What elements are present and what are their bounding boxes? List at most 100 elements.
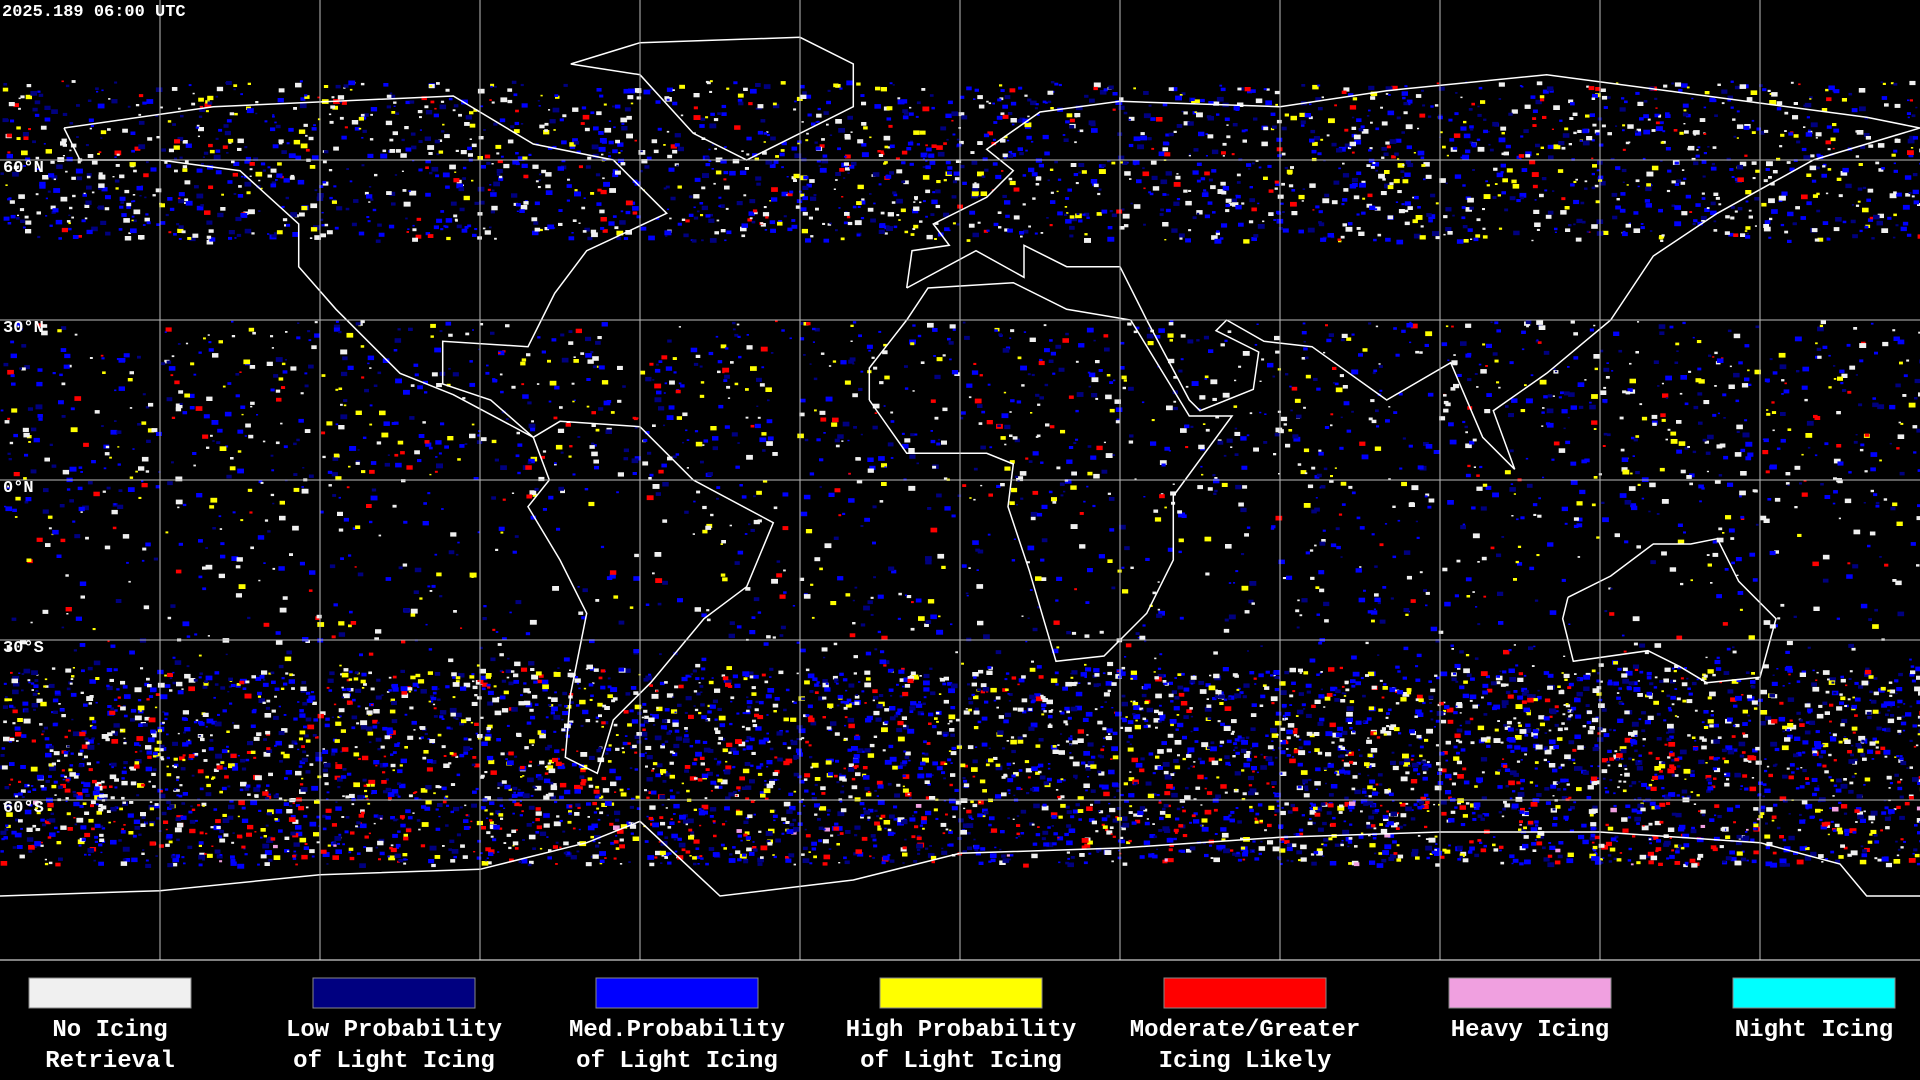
icing-pixel <box>723 769 726 772</box>
icing-pixel <box>244 693 252 699</box>
icing-pixel <box>86 762 91 766</box>
icing-pixel <box>1343 762 1350 767</box>
icing-pixel <box>1228 764 1231 766</box>
icing-pixel <box>69 764 74 767</box>
icing-pixel <box>1343 820 1347 823</box>
icing-pixel <box>1796 711 1801 715</box>
icing-pixel <box>766 714 769 716</box>
icing-pixel <box>95 781 102 787</box>
icing-pixel <box>1345 773 1348 775</box>
icing-pixel <box>1521 692 1527 696</box>
icing-pixel <box>783 801 791 807</box>
icing-pixel <box>809 690 814 693</box>
icing-pixel <box>745 785 752 790</box>
icing-pixel <box>534 785 542 791</box>
icing-pixel <box>35 807 38 810</box>
icing-pixel <box>716 774 720 777</box>
icing-pixel <box>1552 795 1555 797</box>
icing-pixel <box>763 788 771 794</box>
icing-pixel <box>1115 816 1119 819</box>
icing-pixel <box>725 682 731 687</box>
icing-pixel <box>1782 725 1788 730</box>
icing-pixel <box>1701 738 1707 742</box>
icing-pixel <box>942 731 949 737</box>
icing-pixel <box>1736 678 1742 683</box>
icing-pixel <box>1760 805 1766 809</box>
icing-pixel <box>268 858 273 862</box>
icing-pixel <box>1899 755 1903 758</box>
icing-pixel <box>1349 801 1356 806</box>
icing-pixel <box>99 825 104 828</box>
icing-pixel <box>3 736 10 742</box>
icing-pixel <box>450 712 456 717</box>
icing-pixel <box>1538 834 1544 839</box>
icing-pixel <box>41 730 45 733</box>
icing-pixel <box>60 774 65 778</box>
icing-pixel <box>1543 671 1550 675</box>
icing-pixel <box>456 773 461 777</box>
icing-pixel <box>1366 821 1371 825</box>
icing-pixel <box>719 723 726 728</box>
icing-pixel <box>924 780 930 784</box>
icing-pixel <box>211 845 214 847</box>
icing-pixel <box>198 844 202 847</box>
icing-pixel <box>689 745 694 748</box>
icing-pixel <box>271 680 276 684</box>
icing-pixel <box>1827 833 1830 836</box>
icing-pixel <box>1098 771 1105 776</box>
icing-pixel <box>1804 845 1808 848</box>
icing-pixel <box>1124 799 1129 803</box>
icing-pixel <box>627 742 631 745</box>
icing-pixel <box>521 667 528 672</box>
icing-pixel <box>897 817 905 823</box>
icing-pixel <box>1852 831 1857 834</box>
icing-pixel <box>489 819 493 822</box>
icing-pixel <box>449 727 453 730</box>
icing-pixel <box>1690 770 1695 773</box>
icing-pixel <box>1434 849 1437 851</box>
icing-pixel <box>1690 829 1697 834</box>
icing-pixel <box>167 863 174 868</box>
icing-pixel <box>250 800 258 806</box>
icing-pixel <box>1630 863 1634 866</box>
icing-pixel <box>1453 756 1460 761</box>
icing-pixel <box>1074 777 1078 780</box>
icing-pixel <box>967 846 973 851</box>
icing-pixel <box>598 746 602 750</box>
icing-pixel <box>1659 761 1663 764</box>
icing-pixel <box>1516 781 1521 785</box>
icing-pixel <box>949 829 952 832</box>
icing-pixel <box>1712 767 1717 771</box>
icing-pixel <box>273 855 281 860</box>
icing-pixel <box>1894 756 1897 758</box>
icing-pixel <box>743 859 749 864</box>
icing-pixel <box>1691 826 1695 830</box>
icing-pixel <box>1636 861 1641 865</box>
icing-pixel <box>283 714 287 716</box>
icing-pixel <box>164 674 167 677</box>
icing-pixel <box>435 785 440 789</box>
icing-pixel <box>1852 696 1855 699</box>
icing-pixel <box>1901 715 1905 718</box>
icing-pixel <box>1566 858 1574 864</box>
icing-pixel <box>95 803 99 806</box>
icing-pixel <box>1139 806 1146 810</box>
icing-pixel <box>667 826 672 829</box>
icing-pixel <box>811 762 819 768</box>
icing-pixel <box>1090 789 1096 793</box>
icing-pixel <box>1536 841 1543 846</box>
icing-pixel <box>1171 690 1177 694</box>
icing-pixel <box>1186 848 1192 853</box>
icing-pixel <box>785 688 790 692</box>
icing-pixel <box>323 773 329 777</box>
icing-pixel <box>284 849 290 853</box>
icing-pixel <box>1791 771 1795 774</box>
icing-pixel <box>1164 774 1172 780</box>
icing-pixel <box>1379 679 1383 682</box>
icing-pixel <box>224 775 229 779</box>
icing-pixel <box>757 772 763 776</box>
icing-pixel <box>1481 696 1484 699</box>
icing-pixel <box>534 703 539 706</box>
icing-pixel <box>1675 847 1680 851</box>
icing-pixel <box>101 827 106 830</box>
